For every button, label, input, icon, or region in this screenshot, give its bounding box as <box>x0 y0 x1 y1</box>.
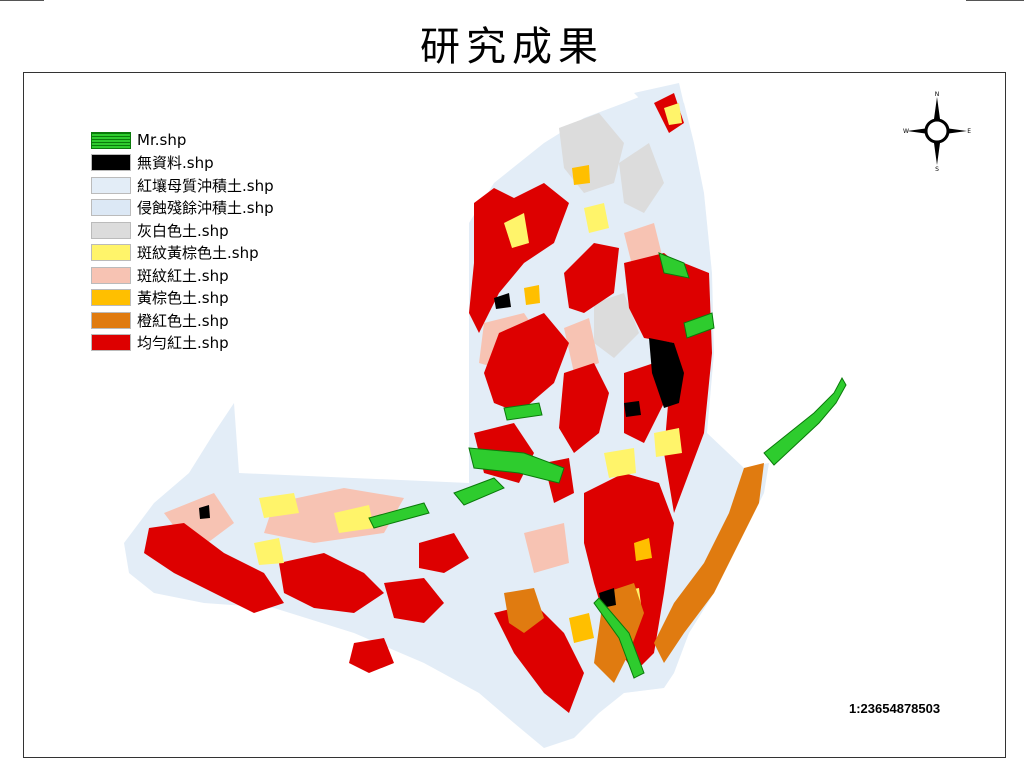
legend-item-yellow-brown: 黃棕色土.shp <box>91 287 274 310</box>
legend-label: 橙紅色土.shp <box>137 311 229 330</box>
legend-label: 無資料.shp <box>137 154 214 173</box>
legend-swatch <box>91 266 131 284</box>
yellow-brown-soil <box>524 165 652 643</box>
map-legend: Mr.shp 無資料.shp 紅壤母質沖積土.shp 侵蝕殘餘沖積土.shp 灰… <box>91 129 274 354</box>
legend-item-uniform-red: 均勻紅土.shp <box>91 332 274 355</box>
legend-swatch <box>91 289 131 307</box>
top-left-rule <box>0 0 44 1</box>
compass-north-label: N <box>935 91 940 98</box>
legend-swatch <box>91 244 131 262</box>
legend-item-mr: Mr.shp <box>91 129 274 152</box>
map-frame: Mr.shp 無資料.shp 紅壤母質沖積土.shp 侵蝕殘餘沖積土.shp 灰… <box>23 72 1006 758</box>
soil-map[interactable] <box>24 73 1005 757</box>
legend-swatch <box>91 334 131 352</box>
legend-item-no-data: 無資料.shp <box>91 152 274 175</box>
legend-swatch <box>91 221 131 239</box>
legend-swatch <box>91 131 131 149</box>
compass-south-label: S <box>935 166 939 171</box>
legend-label: 均勻紅土.shp <box>137 334 229 353</box>
river-features <box>368 252 847 679</box>
map-scale: 1:23654878503 <box>849 701 941 716</box>
legend-label: 斑紋紅土.shp <box>137 266 229 285</box>
compass-rose-icon: N S W E <box>903 91 971 171</box>
top-right-rule <box>966 0 1024 1</box>
legend-item-grey-soil: 灰白色土.shp <box>91 219 274 242</box>
legend-item-mottled-yellow-brown: 斑紋黃棕色土.shp <box>91 242 274 265</box>
legend-label: 侵蝕殘餘沖積土.shp <box>137 199 274 218</box>
slide-title: 研究成果 <box>420 24 604 70</box>
legend-swatch <box>91 199 131 217</box>
legend-swatch <box>91 311 131 329</box>
legend-item-red-alluvial: 紅壤母質沖積土.shp <box>91 174 274 197</box>
no-data <box>199 293 684 608</box>
legend-label: 紅壤母質沖積土.shp <box>137 176 274 195</box>
legend-item-eroded-alluvial: 侵蝕殘餘沖積土.shp <box>91 197 274 220</box>
legend-label: 灰白色土.shp <box>137 221 229 240</box>
legend-label: 黃棕色土.shp <box>137 289 229 308</box>
legend-item-mottled-red: 斑紋紅土.shp <box>91 264 274 287</box>
compass-west-label: W <box>903 128 909 135</box>
legend-label: Mr.shp <box>137 131 187 150</box>
legend-swatch <box>91 154 131 172</box>
legend-item-orange-red: 橙紅色土.shp <box>91 309 274 332</box>
compass-east-label: E <box>967 128 971 135</box>
legend-swatch <box>91 176 131 194</box>
legend-label: 斑紋黃棕色土.shp <box>137 244 259 263</box>
